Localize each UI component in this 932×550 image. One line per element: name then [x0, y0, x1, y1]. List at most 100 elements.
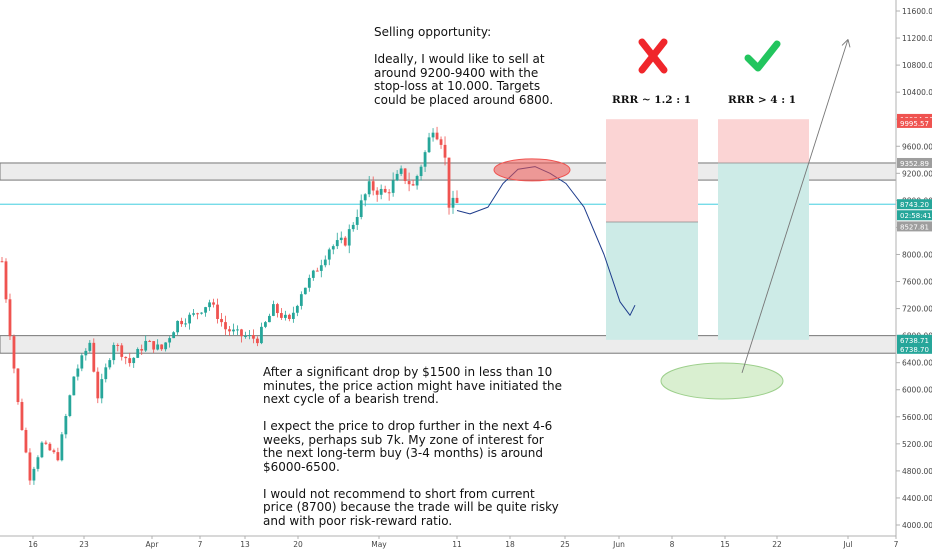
price-label: 6738.71: [900, 337, 929, 345]
x-tick-label: 22: [772, 540, 782, 549]
x-tick-label: 25: [560, 540, 570, 549]
rrr-label-right: RRR > 4 : 1: [728, 94, 797, 106]
y-tick-label: 8000.00: [902, 250, 932, 259]
candle-body: [212, 302, 215, 305]
y-tick-label: 10800.00: [902, 61, 932, 70]
buy-zone-ellipse: [660, 362, 784, 400]
candle-body: [431, 132, 435, 138]
y-tick-label: 4000.00: [902, 521, 932, 530]
candle-body: [275, 304, 279, 314]
reward-box: [718, 162, 809, 340]
candle-body: [455, 197, 459, 203]
price-label: 9995.57: [900, 120, 929, 128]
price-label: 9352.89: [900, 160, 929, 168]
candle-body: [232, 329, 235, 332]
candle-body: [236, 329, 239, 331]
candle-body: [363, 194, 367, 201]
candle-body: [148, 340, 152, 342]
position-boxes: [606, 119, 809, 340]
candle-body: [347, 229, 351, 246]
candle-body: [279, 313, 283, 318]
reward-box: [606, 222, 698, 340]
candle-body: [40, 442, 44, 458]
price-label-bg: [897, 157, 932, 168]
candle-body: [439, 139, 443, 145]
candle-body: [104, 367, 108, 380]
x-tick-label: 7: [198, 540, 203, 549]
candle-body: [387, 192, 391, 194]
price-label-bg: [897, 343, 932, 354]
price-label-bg: [897, 210, 932, 221]
price-label: 6738.70: [900, 346, 929, 354]
x-tick-label: 18: [505, 540, 515, 549]
x-tick-label: May: [371, 540, 387, 549]
candle-body: [152, 341, 156, 350]
candle-body: [200, 312, 203, 314]
candle-body: [4, 261, 8, 300]
candle-body: [16, 368, 20, 403]
candle-body: [220, 318, 223, 323]
candle-body: [311, 270, 315, 278]
candle-body: [136, 349, 140, 358]
x-tick-label: 11: [452, 540, 462, 549]
check-stroke: [744, 40, 781, 72]
y-tick-label: 5200.00: [902, 440, 932, 449]
candle-body: [371, 181, 375, 191]
x-axis: 16 23 Apr 7 13 20 May 11 18 25 Jun 8 15 22 Jul 7: [0, 535, 899, 549]
y-tick-label: 4400.00: [902, 494, 932, 503]
long-arrow-line: [741, 39, 849, 373]
candle-body: [383, 188, 387, 193]
x-tick-label: Apr: [146, 540, 160, 549]
candle-body: [272, 304, 275, 316]
candle-body: [52, 450, 56, 453]
candle-body: [224, 322, 227, 330]
x-tick-label: 23: [79, 540, 89, 549]
x-tick-label: Jun: [612, 540, 625, 549]
cross-stroke: [638, 38, 668, 74]
candle-body: [283, 314, 287, 318]
candle-body: [144, 340, 148, 351]
candle-body: [343, 237, 347, 246]
y-tick-label: 9600.00: [902, 142, 932, 151]
y-tick-label: 10400.00: [902, 88, 932, 97]
arrow-head: [841, 39, 851, 48]
candle-body: [168, 338, 172, 343]
candle-body: [427, 137, 431, 153]
y-tick-label: 4800.00: [902, 467, 932, 476]
candle-body: [319, 265, 323, 271]
y-tick-label: 7600.00: [902, 278, 932, 287]
x-tick-label: 15: [720, 540, 730, 549]
price-label: 8743.20: [900, 201, 929, 209]
candle-body: [204, 307, 207, 313]
candle-body: [435, 132, 439, 140]
x-tick-label: 20: [293, 540, 303, 549]
candle-body: [184, 323, 187, 325]
candle-body: [355, 217, 359, 225]
risk-box: [606, 119, 698, 223]
candle-body: [256, 338, 259, 344]
risk-box: [718, 119, 809, 163]
candle-body: [28, 452, 32, 481]
candle-body: [411, 184, 415, 186]
candle-body: [367, 181, 371, 195]
candle-body: [160, 344, 164, 350]
candle-body: [32, 468, 36, 481]
candle-body: [88, 342, 92, 351]
candle-body: [419, 166, 423, 177]
candle-body: [359, 200, 363, 218]
green-check-icon: [744, 40, 781, 72]
candle-body: [375, 190, 379, 195]
candle-body: [188, 314, 191, 324]
x-tick-label: 7: [894, 540, 899, 549]
candle-body: [80, 355, 84, 369]
candle-body: [399, 168, 403, 174]
y-tick-label: 9200.00: [902, 169, 932, 178]
candle-body: [351, 224, 355, 230]
candle-body: [172, 332, 176, 339]
candle-body: [112, 344, 116, 361]
candle-body: [291, 312, 295, 319]
price-label: 8527.81: [900, 223, 929, 231]
candle-body: [331, 246, 335, 250]
candle-body: [36, 457, 40, 469]
